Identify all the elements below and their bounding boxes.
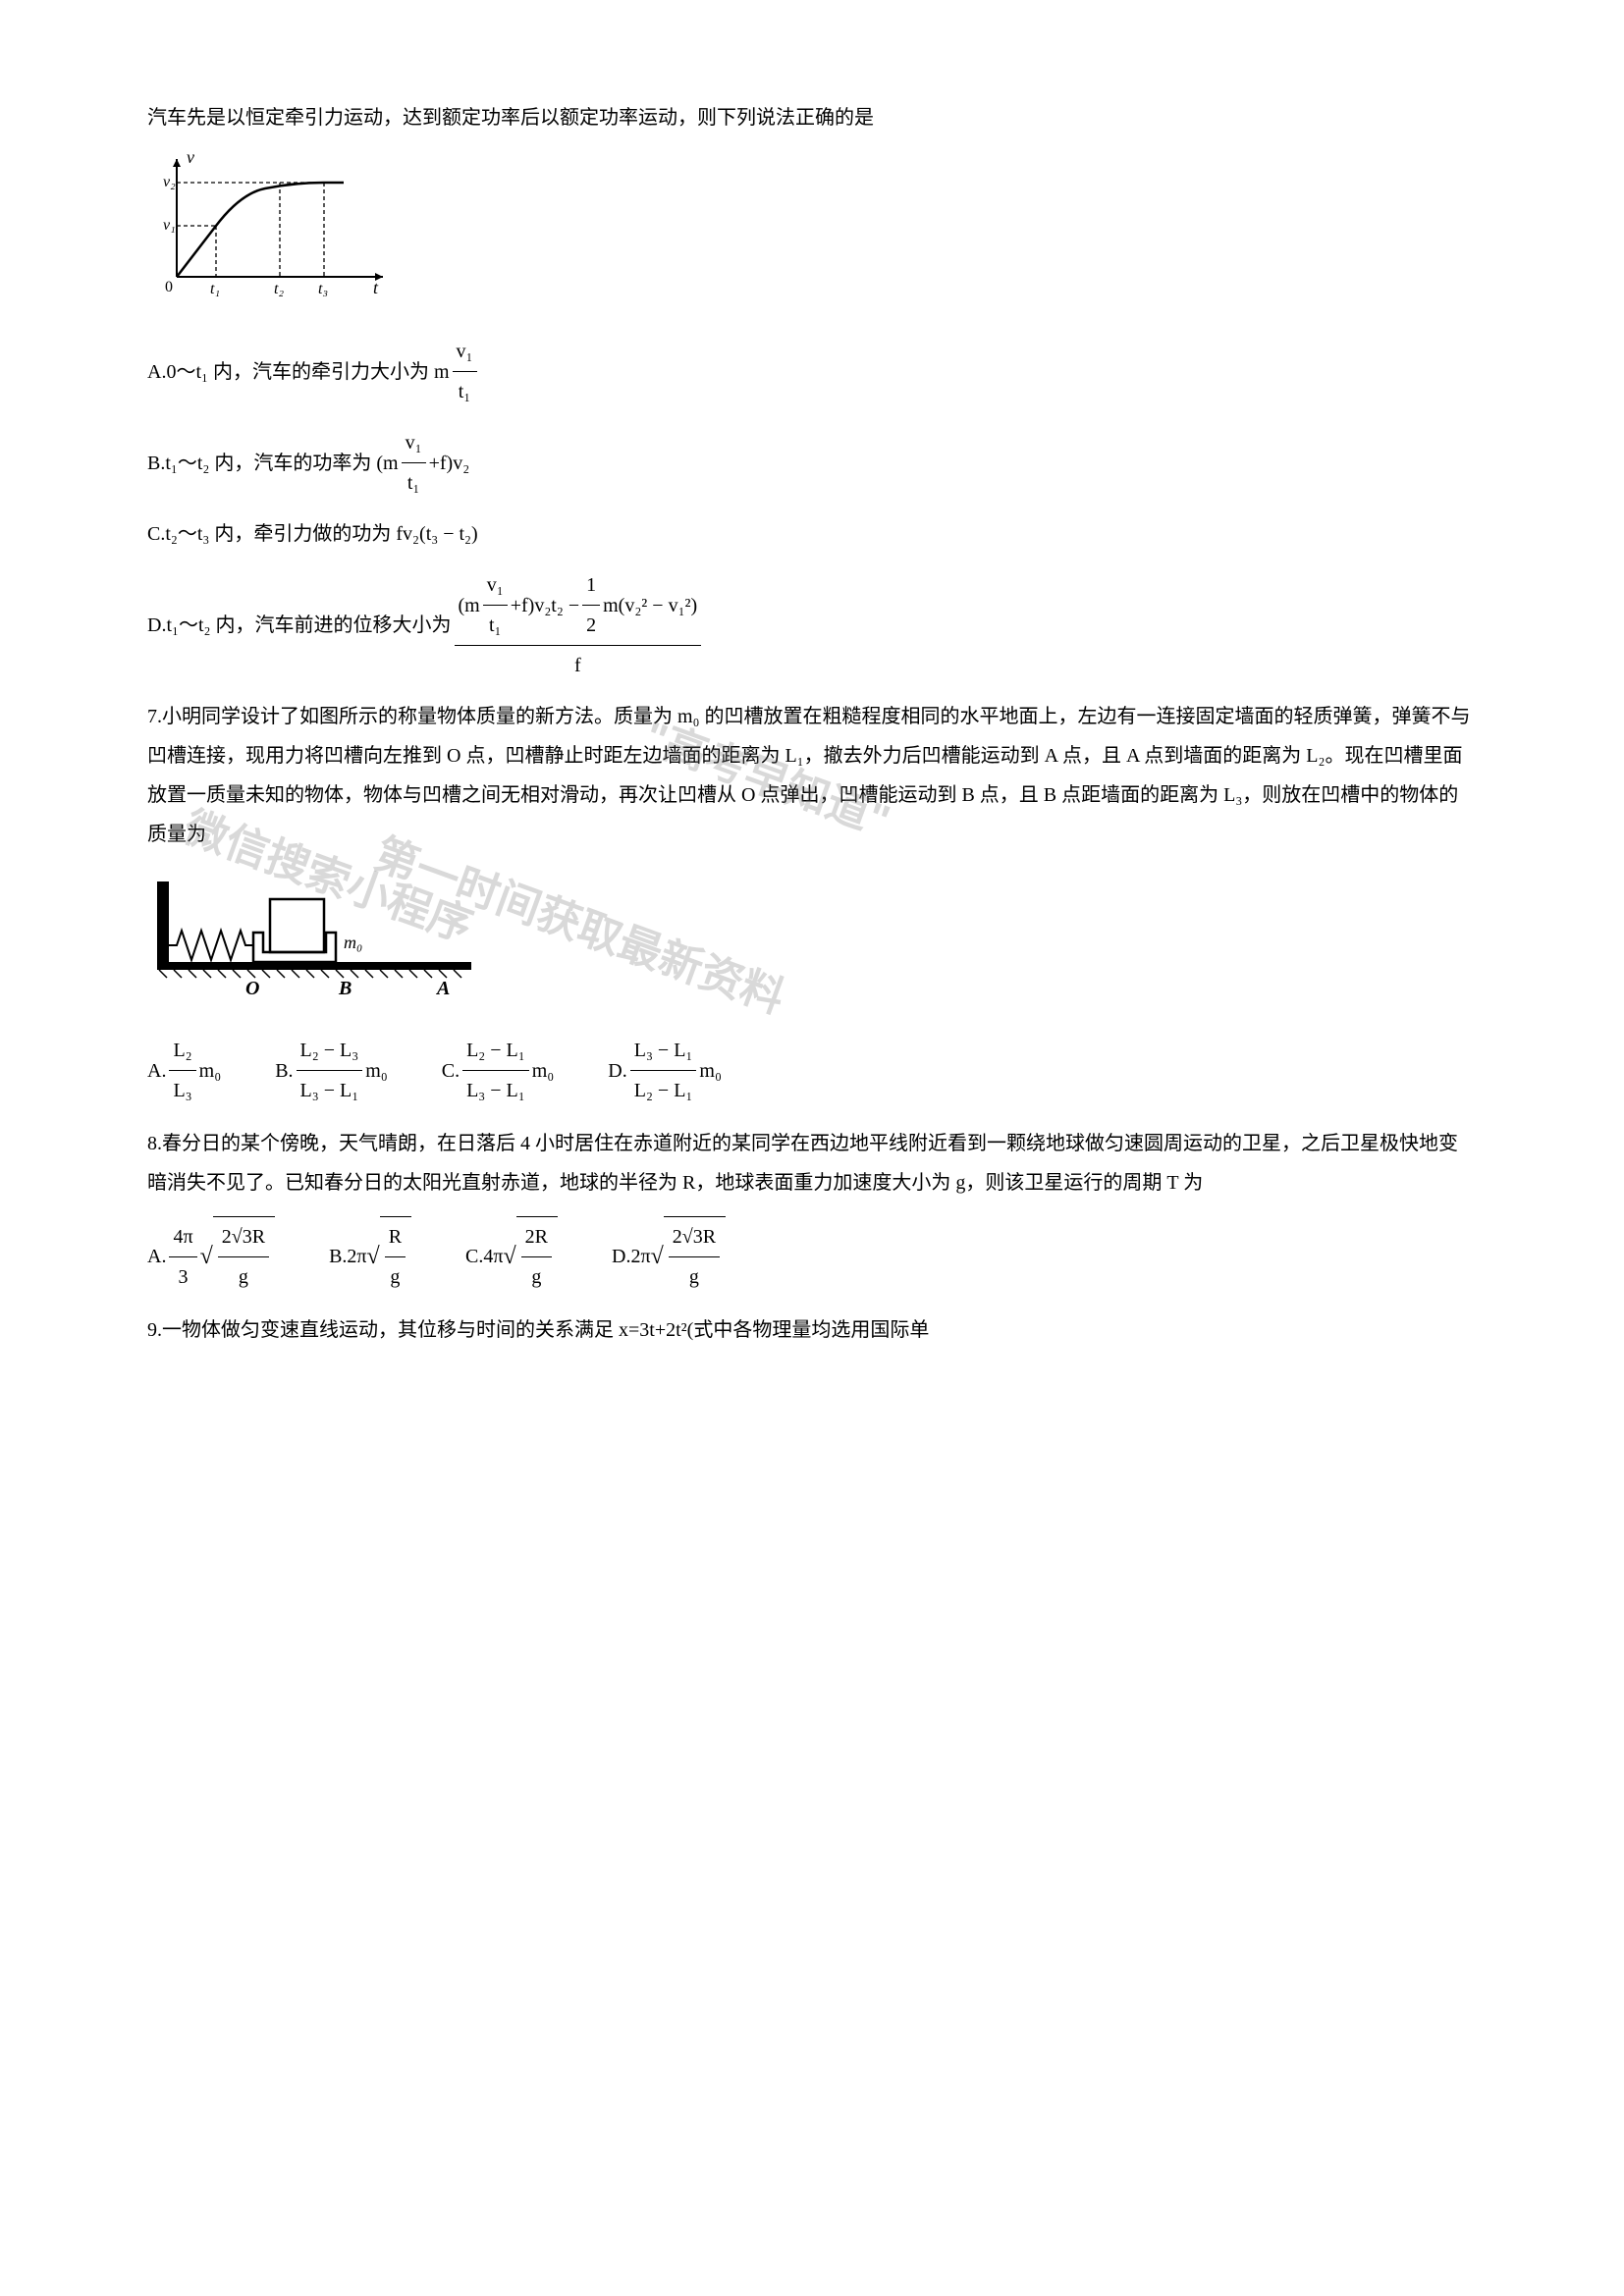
q7-optA: A. L₂ L₃ m₀ — [147, 1031, 221, 1110]
q8-optC: C. 4π √ 2R g — [465, 1216, 558, 1297]
q6-optC: C.t₂～t₃ 内，牵引力做的功为 fv₂(t₃ − t₂) — [147, 514, 1477, 554]
q7-body: 小明同学设计了如图所示的称量物体质量的新方法。质量为 m₀ 的凹槽放置在粗糙程度… — [147, 706, 1471, 845]
q9-text: 9.一物体做匀变速直线运动，其位移与时间的关系满足 x=3t+2t²(式中各物理… — [147, 1310, 1477, 1350]
q8-num: 8. — [147, 1133, 162, 1154]
optA-frac: v₁ t₁ — [453, 332, 477, 411]
svg-text:0: 0 — [165, 279, 173, 295]
q7-text: 7.小明同学设计了如图所示的称量物体质量的新方法。质量为 m₀ 的凹槽放置在粗糙… — [147, 697, 1477, 854]
optB-mid: +f)v₂ — [429, 444, 470, 483]
q6-optA: A.0～t₁ 内，汽车的牵引力大小为 m v₁ t₁ — [147, 332, 1477, 411]
svg-text:v₁: v₁ — [163, 217, 176, 234]
q8-text: 8.春分日的某个傍晚，天气晴朗，在日落后 4 小时居住在赤道附近的某同学在西边地… — [147, 1124, 1477, 1202]
q8-optA: A. 4π 3 √ 2√3R g — [147, 1216, 275, 1297]
svg-text:B: B — [338, 978, 352, 999]
q7-options: A. L₂ L₃ m₀ B. L₂ − L₃ L₃ − L₁ m₀ C. L₂ … — [147, 1031, 1477, 1110]
optB-frac: v₁ t₁ — [402, 423, 426, 503]
q8-options: A. 4π 3 √ 2√3R g B. 2π √ R g C. 4π √ 2R … — [147, 1216, 1477, 1297]
svg-text:t: t — [373, 278, 379, 296]
svg-text:v: v — [187, 149, 194, 167]
optB-prefix: B.t₁～t₂ 内，汽车的功率为 (m — [147, 444, 399, 483]
q6-graph: v₁ v₂ 0 t₁ t₂ t₃ t v — [147, 149, 1477, 310]
q8-optD: D. 2π √ 2√3R g — [612, 1216, 726, 1297]
svg-text:m₀: m₀ — [344, 933, 362, 952]
svg-text:v₂: v₂ — [163, 174, 176, 190]
q7-optB: B. L₂ − L₃ L₃ − L₁ m₀ — [275, 1031, 388, 1110]
q9-num: 9. — [147, 1319, 162, 1341]
svg-text:O: O — [245, 978, 259, 999]
q8-optB: B. 2π √ R g — [329, 1216, 411, 1297]
q9-body: 一物体做匀变速直线运动，其位移与时间的关系满足 x=3t+2t²(式中各物理量均… — [162, 1319, 929, 1341]
svg-text:t₃: t₃ — [318, 281, 328, 296]
svg-text:A: A — [435, 978, 450, 999]
q6-optD: D.t₁～t₂ 内，汽车前进的位移大小为 (m v₁ t₁ +f)v₂t₂ − … — [147, 565, 1477, 685]
q7-optC: C. L₂ − L₁ L₃ − L₁ m₀ — [442, 1031, 555, 1110]
q7-optD: D. L₃ − L₁ L₂ − L₁ m₀ — [608, 1031, 722, 1110]
q6-intro: 汽车先是以恒定牵引力运动，达到额定功率后以额定功率运动，则下列说法正确的是 — [147, 98, 1477, 137]
q6-optB: B.t₁～t₂ 内，汽车的功率为 (m v₁ t₁ +f)v₂ — [147, 423, 1477, 503]
q7-diagram: m₀ O B A — [147, 872, 1477, 1013]
optA-prefix: A.0～t₁ 内，汽车的牵引力大小为 m — [147, 352, 450, 392]
optD-bigfrac: (m v₁ t₁ +f)v₂t₂ − 1 2 m(v₂² − v₁²) f — [455, 565, 702, 685]
optD-prefix: D.t₁～t₂ 内，汽车前进的位移大小为 — [147, 606, 452, 645]
q8-body: 春分日的某个傍晚，天气晴朗，在日落后 4 小时居住在赤道附近的某同学在西边地平线… — [147, 1133, 1458, 1194]
svg-text:t₁: t₁ — [210, 281, 220, 296]
q7-num: 7. — [147, 706, 162, 727]
svg-text:t₂: t₂ — [274, 281, 284, 296]
